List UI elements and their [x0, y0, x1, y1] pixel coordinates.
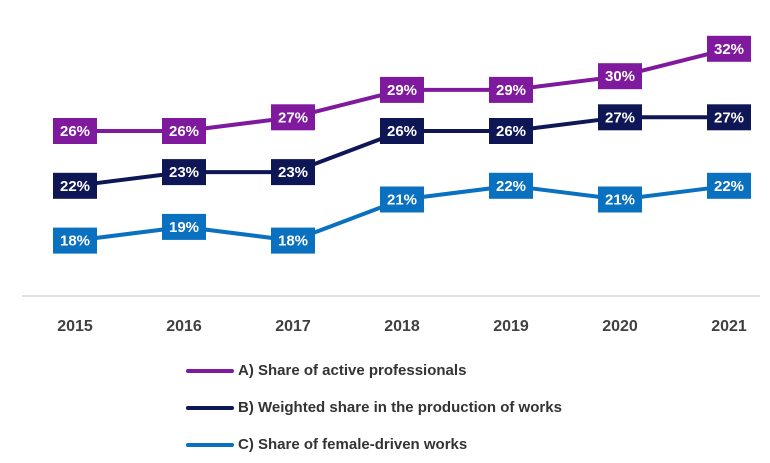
data-label-box: [162, 118, 206, 144]
x-tick-label: 2021: [711, 318, 747, 335]
x-axis-ticks: 2015 2016 2017 2018 2019 2020 2021: [57, 318, 747, 335]
data-point: 26%: [489, 118, 533, 144]
data-label-box: [271, 159, 315, 186]
data-label: 23%: [278, 164, 308, 181]
data-point: 18%: [53, 227, 97, 254]
data-label: 26%: [387, 123, 417, 140]
series-layer: 26% 26%27%29% 29%30%32%22%23% 23%26% 26%27% 2…: [53, 35, 751, 254]
legend-label: B) Weighted share in the production of w…: [238, 399, 562, 416]
data-point: 23%: [271, 159, 315, 186]
data-label: 29%: [496, 82, 526, 99]
data-point: 22%: [707, 172, 751, 199]
data-label-box: [707, 104, 751, 131]
x-tick-label: 2017: [275, 318, 311, 335]
data-label: 23%: [169, 164, 199, 181]
data-label-box: [489, 76, 533, 103]
data-point: 29%: [489, 76, 533, 103]
data-label: 21%: [387, 192, 417, 209]
series-a: 26% 26% 27% 29% 29% 30% 32%: [53, 35, 751, 144]
data-label-box: [707, 35, 751, 62]
data-point: 21%: [598, 186, 642, 213]
data-label: 22%: [496, 178, 526, 195]
data-label: 21%: [605, 192, 635, 209]
x-tick-label: 2016: [166, 318, 202, 335]
data-point: 32%: [707, 35, 751, 62]
legend-label: A) Share of active professionals: [238, 362, 467, 379]
data-label-box: [271, 104, 315, 131]
data-label: 26%: [169, 123, 199, 140]
legend-item: A) Share of active professionals: [186, 352, 562, 389]
series-b: 22% 23% 23% 26% 26% 27% 27%: [53, 104, 751, 199]
data-label-box: [53, 227, 97, 254]
data-label: 27%: [714, 109, 744, 126]
data-label: 30%: [605, 68, 635, 85]
legend-swatch: [186, 368, 234, 373]
data-label: 18%: [60, 233, 90, 250]
data-label: 29%: [387, 82, 417, 99]
data-label-box: [380, 118, 424, 144]
data-label: 27%: [605, 109, 635, 126]
data-point: 18%: [271, 227, 315, 254]
data-label-box: [162, 213, 206, 240]
data-label: 32%: [714, 41, 744, 58]
data-point: 26%: [380, 118, 424, 144]
data-label-box: [271, 227, 315, 254]
data-point: 23%: [162, 159, 206, 186]
data-label-box: [489, 172, 533, 199]
data-point: 29%: [380, 76, 424, 103]
data-point: 30%: [598, 63, 642, 90]
x-tick-label: 2018: [384, 318, 420, 335]
data-point: 26%: [162, 118, 206, 144]
data-label-box: [598, 186, 642, 213]
legend-item: C) Share of female-driven works: [186, 426, 562, 463]
data-point: 22%: [489, 172, 533, 199]
x-tick-label: 2020: [602, 318, 638, 335]
data-label-box: [489, 118, 533, 144]
data-point: 19%: [162, 213, 206, 240]
legend-item: B) Weighted share in the production of w…: [186, 389, 562, 426]
data-label-box: [598, 63, 642, 90]
data-label-box: [380, 76, 424, 103]
data-label-box: [598, 104, 642, 131]
data-label: 22%: [60, 178, 90, 195]
legend-swatch: [186, 405, 234, 410]
data-point: 22%: [53, 172, 97, 199]
data-label: 26%: [496, 123, 526, 140]
data-label-box: [707, 172, 751, 199]
data-label: 18%: [278, 233, 308, 250]
data-point: 27%: [598, 104, 642, 131]
data-label: 22%: [714, 178, 744, 195]
data-label: 27%: [278, 109, 308, 126]
data-point: 26%: [53, 118, 97, 144]
legend: A) Share of active professionals B) Weigh…: [186, 352, 562, 463]
data-point: 27%: [271, 104, 315, 131]
data-label: 19%: [169, 219, 199, 236]
data-point: 21%: [380, 186, 424, 213]
x-tick-label: 2019: [493, 318, 529, 335]
legend-label: C) Share of female-driven works: [238, 436, 468, 453]
data-label-box: [162, 159, 206, 186]
data-label: 26%: [60, 123, 90, 140]
legend-swatch: [186, 442, 234, 447]
data-point: 27%: [707, 104, 751, 131]
series-c: 18% 19% 18% 21% 22% 21% 22%: [53, 172, 751, 254]
data-label-box: [380, 186, 424, 213]
x-tick-label: 2015: [57, 318, 93, 335]
data-label-box: [53, 172, 97, 199]
data-label-box: [53, 118, 97, 144]
